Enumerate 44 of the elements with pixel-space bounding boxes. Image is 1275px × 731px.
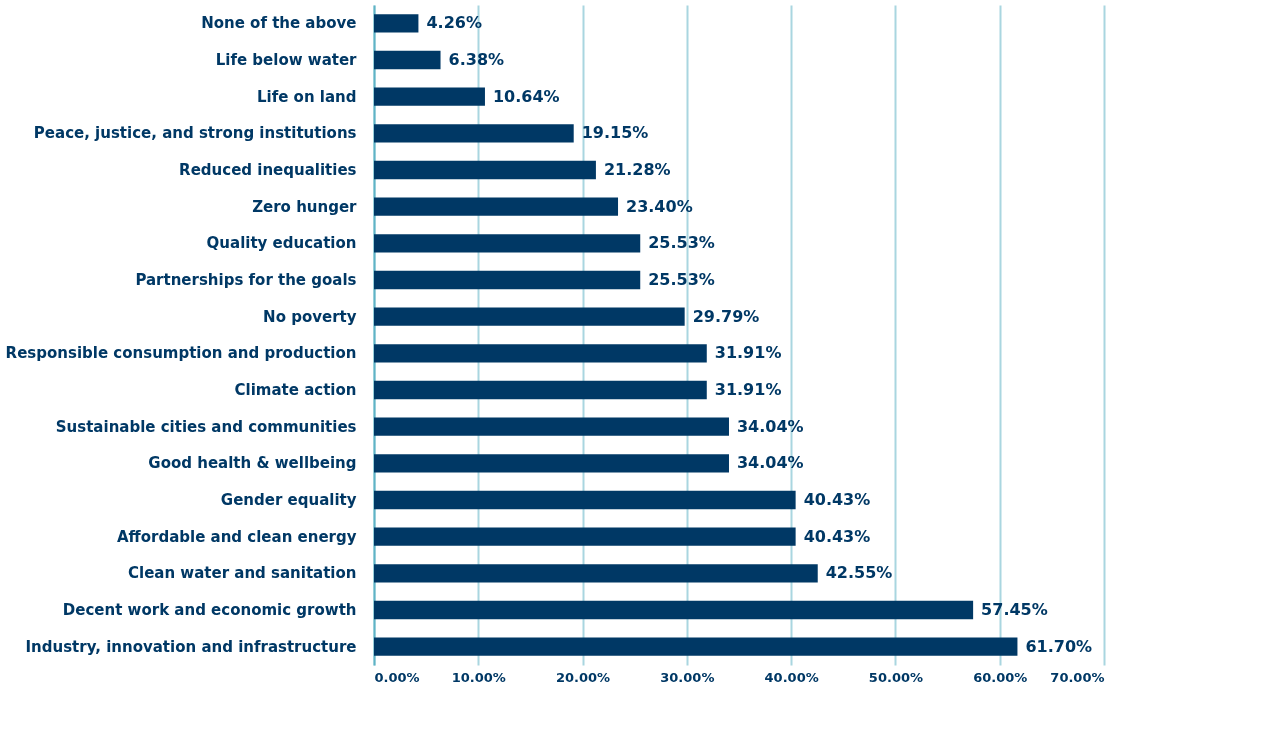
- x-tick-label: 10.00%: [451, 669, 506, 685]
- x-tick-label: 60.00%: [973, 669, 1028, 685]
- data-label: 10.64%: [492, 86, 560, 106]
- y-tick-label: Life on land: [256, 87, 357, 106]
- y-tick-label: No poverty: [263, 307, 357, 326]
- y-tick-label: Sustainable cities and communities: [55, 417, 357, 436]
- data-label: 19.15%: [581, 123, 649, 143]
- data-label: 57.45%: [981, 600, 1048, 619]
- data-label: 23.40%: [626, 196, 693, 216]
- data-label: 42.55%: [825, 563, 893, 583]
- y-tick-label: Responsible consumption and production: [5, 344, 357, 363]
- y-tick-label: None of the above: [201, 14, 357, 33]
- data-label: 40.43%: [803, 490, 871, 509]
- data-label: 25.53%: [648, 270, 715, 289]
- data-label: 25.53%: [648, 233, 715, 253]
- data-label: 34.04%: [736, 453, 804, 473]
- y-tick-label: Zero hunger: [252, 197, 358, 216]
- y-tick-label: Affordable and clean energy: [116, 527, 357, 546]
- data-label: 4.26%: [426, 13, 482, 33]
- x-tick-label: 30.00%: [660, 669, 715, 685]
- y-tick-label: Reduced inequalities: [179, 161, 357, 179]
- y-tick-label: Clean water and sanitation: [127, 564, 357, 583]
- data-label: 40.43%: [803, 526, 871, 546]
- data-label: 34.04%: [736, 416, 804, 436]
- x-tick-label: 20.00%: [555, 669, 611, 685]
- y-tick-label: Climate action: [234, 381, 357, 399]
- data-label: 21.28%: [603, 160, 671, 179]
- data-label: 6.38%: [448, 50, 505, 69]
- x-tick-label: 70.00%: [1050, 669, 1105, 685]
- x-tick-label: 0.00%: [374, 669, 420, 685]
- y-tick-label: Gender equality: [220, 491, 357, 509]
- y-tick-label: Life below water: [215, 51, 358, 69]
- x-tick-label: 50.00%: [868, 669, 924, 685]
- y-tick-label: Quality education: [206, 234, 357, 253]
- y-tick-label: Decent work and economic growth: [62, 601, 357, 619]
- y-tick-label: Industry, innovation and infrastructure: [25, 637, 357, 656]
- data-label: 31.91%: [714, 343, 782, 363]
- data-label: 31.91%: [714, 380, 782, 399]
- y-tick-label: Good health & wellbeing: [148, 454, 357, 473]
- x-tick-label: 40.00%: [764, 669, 819, 685]
- data-label: 29.79%: [692, 306, 760, 326]
- data-label: 61.70%: [1025, 636, 1093, 656]
- y-tick-label: Partnerships for the goals: [135, 271, 357, 289]
- y-tick-label: Peace, justice, and strong institutions: [33, 124, 357, 143]
